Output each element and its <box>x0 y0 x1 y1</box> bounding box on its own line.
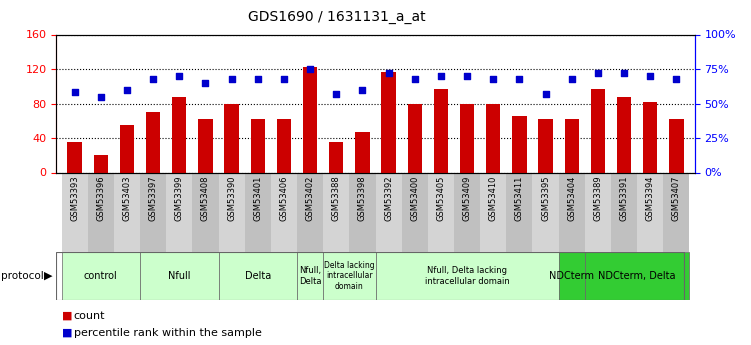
Bar <box>355 132 369 172</box>
Bar <box>172 97 186 172</box>
Bar <box>251 119 265 172</box>
Bar <box>376 252 559 300</box>
Bar <box>480 172 506 252</box>
Bar <box>219 252 297 300</box>
Bar <box>559 172 585 252</box>
Bar <box>140 252 219 300</box>
Bar <box>62 252 140 300</box>
Bar <box>140 172 166 252</box>
Bar <box>460 104 475 172</box>
Bar <box>512 117 526 172</box>
Bar <box>271 172 297 252</box>
Bar <box>329 142 343 172</box>
Bar <box>276 119 291 172</box>
Text: control: control <box>84 271 118 281</box>
Bar <box>591 89 605 172</box>
Point <box>514 76 526 81</box>
Text: ■: ■ <box>62 328 72 338</box>
Text: protocol: protocol <box>1 271 44 281</box>
Point <box>173 73 185 79</box>
Bar <box>166 172 192 252</box>
Bar <box>146 112 160 172</box>
Point <box>671 76 683 81</box>
Point <box>592 70 604 76</box>
Bar <box>297 172 323 252</box>
Bar <box>643 102 657 172</box>
Bar <box>454 172 480 252</box>
Bar <box>617 97 632 172</box>
Bar <box>408 104 422 172</box>
Point <box>252 76 264 81</box>
Text: GDS1690 / 1631131_a_at: GDS1690 / 1631131_a_at <box>249 10 426 24</box>
Bar <box>114 172 140 252</box>
Bar <box>506 172 532 252</box>
Bar <box>94 155 108 172</box>
Bar <box>219 172 245 252</box>
Bar <box>323 252 376 300</box>
Bar <box>376 172 402 252</box>
Point <box>539 91 551 97</box>
Point <box>566 76 578 81</box>
Point <box>357 87 369 92</box>
Text: Nfull: Nfull <box>168 271 191 281</box>
Bar <box>225 104 239 172</box>
Text: Delta lacking
intracellular
domain: Delta lacking intracellular domain <box>324 261 375 291</box>
Bar <box>585 172 611 252</box>
Bar <box>88 172 114 252</box>
Point <box>435 73 447 79</box>
Bar <box>119 125 134 172</box>
Point <box>95 94 107 99</box>
Text: Nfull,
Delta: Nfull, Delta <box>299 266 321 286</box>
Point <box>382 70 394 76</box>
Bar <box>669 119 683 172</box>
Point <box>304 66 316 72</box>
Point <box>618 70 630 76</box>
Bar <box>245 172 271 252</box>
Bar <box>486 104 500 172</box>
Bar <box>611 172 637 252</box>
Point <box>225 76 237 81</box>
Bar <box>68 142 82 172</box>
Bar <box>565 119 579 172</box>
Point <box>121 87 133 92</box>
Point <box>644 73 656 79</box>
Point <box>278 76 290 81</box>
Bar <box>349 172 376 252</box>
Point <box>147 76 159 81</box>
Text: Delta: Delta <box>245 271 271 281</box>
Bar <box>402 172 428 252</box>
Bar <box>323 172 349 252</box>
Text: NDCterm: NDCterm <box>549 271 594 281</box>
Bar <box>62 172 88 252</box>
Point <box>409 76 421 81</box>
Text: percentile rank within the sample: percentile rank within the sample <box>74 328 261 338</box>
Bar <box>585 252 689 300</box>
Bar <box>532 172 559 252</box>
Bar <box>303 67 317 172</box>
Text: ▶: ▶ <box>44 271 52 281</box>
Bar <box>382 72 396 172</box>
Point <box>461 73 473 79</box>
Bar <box>198 119 213 172</box>
Bar <box>297 252 323 300</box>
Point <box>68 90 80 95</box>
Bar <box>663 172 689 252</box>
Point <box>487 76 499 81</box>
Bar <box>192 172 219 252</box>
Text: NDCterm, Delta: NDCterm, Delta <box>599 271 676 281</box>
Bar <box>428 172 454 252</box>
Bar <box>538 119 553 172</box>
Point <box>330 91 342 97</box>
Bar <box>637 172 663 252</box>
Bar <box>434 89 448 172</box>
Bar <box>559 252 585 300</box>
Text: ■: ■ <box>62 311 72 321</box>
Text: count: count <box>74 311 105 321</box>
Text: Nfull, Delta lacking
intracellular domain: Nfull, Delta lacking intracellular domai… <box>425 266 509 286</box>
Point <box>200 80 212 86</box>
